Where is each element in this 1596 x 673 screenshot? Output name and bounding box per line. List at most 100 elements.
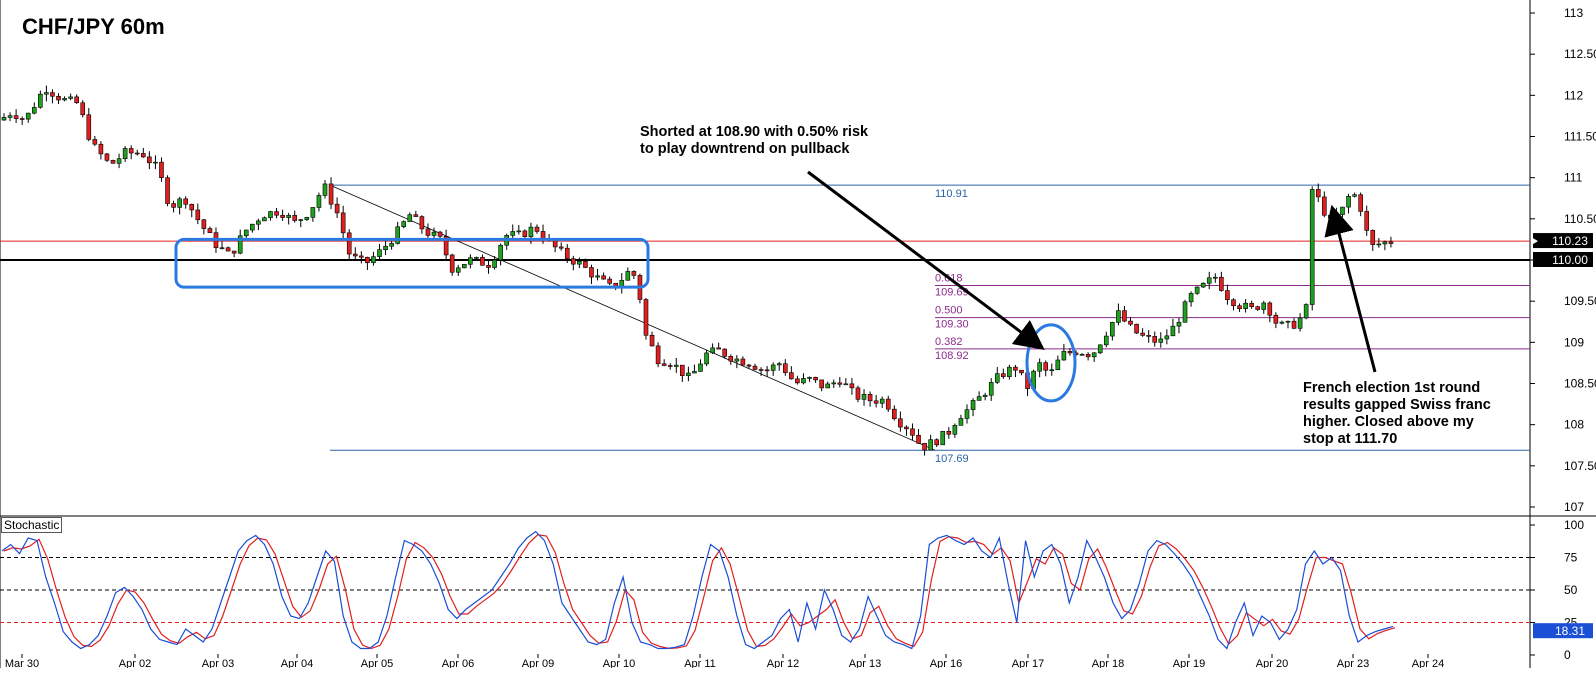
candle-body — [1206, 277, 1212, 284]
candle-body — [752, 365, 758, 370]
candle-body — [153, 161, 158, 164]
candle-body — [189, 203, 195, 211]
candle — [849, 377, 855, 395]
candle — [649, 331, 655, 347]
candle — [1140, 328, 1145, 337]
candle-body — [861, 394, 867, 400]
candle — [56, 93, 61, 105]
x-tick-label: Apr 17 — [1012, 658, 1044, 668]
candle — [1110, 321, 1115, 341]
candle-body — [898, 418, 903, 428]
candle — [492, 255, 497, 270]
candle-body — [1261, 302, 1267, 310]
candle — [274, 208, 279, 219]
candle-body — [704, 352, 709, 365]
stoch-tick-label: 50 — [1564, 583, 1578, 597]
candle-body — [789, 372, 794, 380]
candle — [359, 251, 364, 264]
y-tick-label: 108 — [1564, 418, 1584, 432]
candle — [752, 363, 758, 371]
candle-body — [758, 369, 764, 371]
candle-body — [1267, 302, 1273, 316]
candle — [1103, 331, 1109, 348]
candle-body — [522, 230, 528, 238]
candle — [583, 258, 588, 269]
candle — [661, 359, 667, 367]
candle-body — [1103, 335, 1109, 346]
candle-body — [437, 231, 443, 237]
candle — [1007, 364, 1012, 380]
candle-body — [831, 382, 837, 385]
candle — [1267, 301, 1273, 323]
candle-body — [292, 215, 298, 221]
candle — [183, 196, 188, 209]
y-tick-label: 107.50 — [1564, 459, 1596, 473]
candle-body — [1049, 369, 1055, 372]
candle — [1358, 192, 1363, 217]
candle — [19, 116, 25, 125]
candle-body — [256, 220, 261, 225]
candle-body — [431, 231, 437, 236]
candle — [1013, 364, 1018, 378]
candle — [1, 113, 7, 121]
candle — [340, 205, 346, 240]
candle — [734, 355, 740, 369]
stoch-tick-label: 100 — [1564, 518, 1584, 532]
candle-body — [401, 221, 407, 228]
candle-body — [1376, 243, 1382, 246]
candle — [25, 112, 31, 123]
candle-body — [443, 236, 449, 256]
x-tick-label: Apr 03 — [202, 658, 234, 668]
candle — [1322, 191, 1327, 218]
candle-body — [686, 372, 691, 376]
candle-body — [98, 143, 104, 155]
candle-body — [776, 363, 782, 366]
candle-body — [104, 153, 110, 161]
candle-body — [819, 379, 824, 389]
candle-body — [474, 257, 479, 259]
candle-body — [110, 160, 116, 164]
candle-body — [928, 439, 933, 451]
candle-body — [1001, 373, 1006, 377]
candle — [401, 220, 407, 229]
candle-body — [746, 364, 752, 367]
candle — [480, 254, 485, 266]
y-tick-label: 111 — [1564, 171, 1583, 185]
candle — [1231, 298, 1236, 311]
candle — [1194, 286, 1200, 295]
candle-body — [328, 183, 334, 205]
candle-body — [728, 356, 734, 362]
candle — [104, 152, 110, 162]
candle-body — [867, 394, 873, 402]
current-price-marker — [1533, 238, 1538, 245]
candle-body — [782, 363, 788, 373]
candle-body — [407, 214, 413, 222]
candle — [928, 434, 933, 451]
candle-body — [631, 271, 637, 276]
candle — [1067, 348, 1073, 356]
candle-body — [171, 203, 176, 208]
candle-body — [1091, 352, 1097, 358]
candle-body — [419, 216, 425, 230]
candle-body — [643, 299, 649, 336]
candle — [1382, 240, 1388, 251]
x-tick-label: Apr 20 — [1256, 658, 1288, 668]
candle-body — [988, 382, 994, 396]
candle — [486, 259, 491, 274]
candle — [1085, 352, 1091, 361]
candle-body — [280, 214, 285, 218]
candle-body — [1037, 362, 1042, 372]
candle-body — [528, 226, 534, 238]
candle — [116, 153, 122, 169]
candle-body — [134, 152, 140, 155]
candle-body — [122, 148, 128, 160]
candle — [334, 197, 340, 218]
candle — [1255, 305, 1260, 311]
candle — [389, 240, 394, 250]
candle — [746, 363, 752, 369]
candle — [153, 155, 158, 170]
candle-body — [334, 203, 340, 214]
candle-body — [1303, 304, 1309, 319]
